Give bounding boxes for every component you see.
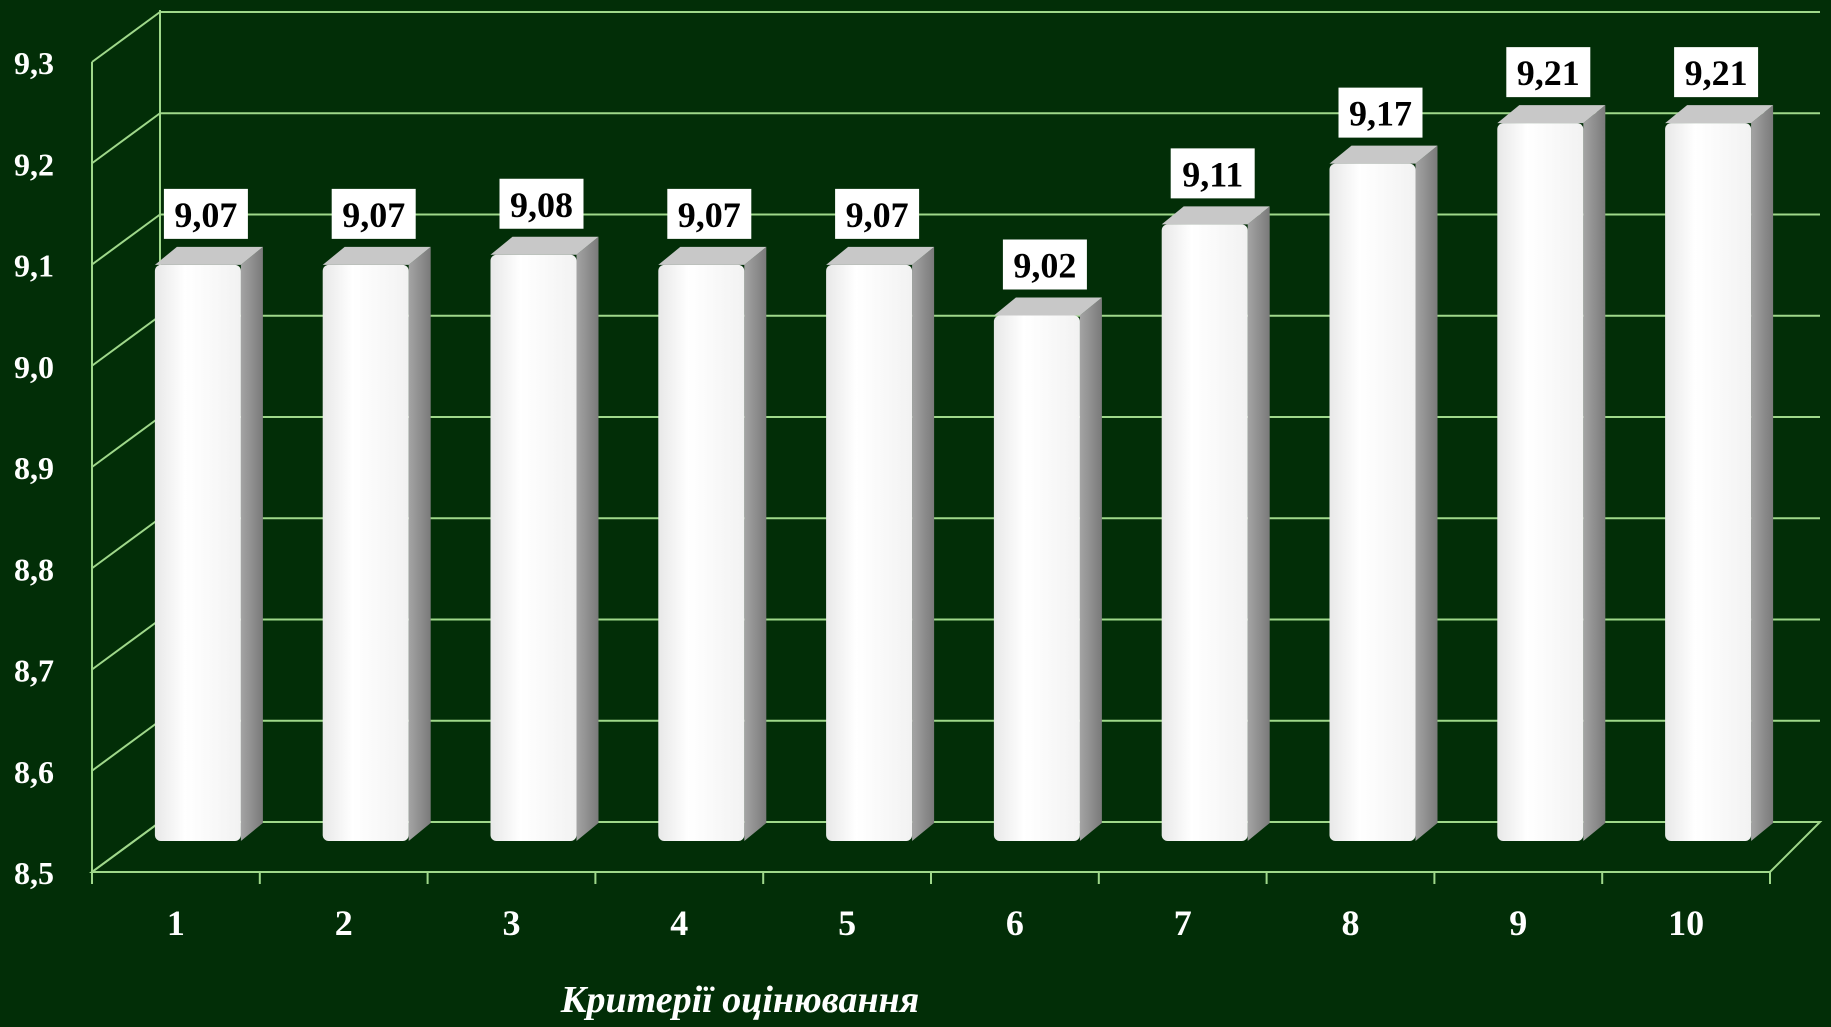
bar-side [1079,297,1102,841]
data-label-box [667,188,752,239]
data-label: 9,07 [846,195,909,235]
bar [490,236,599,841]
bar [1497,105,1606,841]
bar [154,246,263,841]
bar-top [1161,206,1270,225]
bar-side [576,236,599,841]
bar-top [154,246,263,265]
side-wall-line [91,821,161,873]
y-tick-label: 9,2 [14,146,54,182]
bar [993,297,1102,841]
x-tick-label: 2 [335,903,353,943]
y-tick-label: 9,1 [14,248,54,284]
data-label: 9,08 [510,185,573,225]
data-label: 9,21 [1517,53,1580,93]
y-tick-label: 8,8 [14,551,54,587]
bar [1329,145,1438,841]
data-label-box [331,188,416,239]
y-tick-label: 9,0 [14,349,54,385]
bar-front [154,264,241,841]
bar [322,246,431,841]
bar-top [826,246,935,265]
bar-top [1665,105,1774,124]
side-wall-line [91,11,161,63]
y-tick-label: 9,3 [14,45,54,81]
bar-front [1329,163,1416,841]
bar-top [322,246,431,265]
bar-front [322,264,409,841]
bar-front [658,264,745,841]
data-label: 9,07 [342,195,405,235]
bars-layer [154,105,1774,841]
data-label-box [163,188,248,239]
bar-top [1329,145,1438,164]
data-label: 9,17 [1349,94,1412,134]
data-label-box [1338,87,1423,138]
x-tick-label: 4 [670,903,688,943]
bar-front [1497,123,1584,841]
bar-front [993,315,1080,841]
side-wall-line [91,719,161,772]
side-wall-line [91,213,161,266]
side-wall-line [91,314,161,367]
x-tick-label: 7 [1174,903,1192,943]
y-tick-label: 8,5 [14,855,54,891]
data-label: 9,21 [1685,53,1748,93]
bar-top [993,297,1102,316]
data-label-box [1002,239,1087,290]
bar-side [744,246,767,841]
side-wall-line [91,112,161,165]
bar-top [658,246,767,265]
x-tick-label: 5 [838,903,856,943]
data-label: 9,11 [1182,154,1243,194]
bar [1665,105,1774,841]
data-label-box [1674,47,1759,98]
x-axis-title: Критерії оцінювання [560,979,919,1021]
bar-front [490,254,577,841]
y-tick-label: 8,7 [14,653,54,689]
bar-side [1415,145,1438,841]
side-wall-line [91,517,161,570]
x-tick-label: 10 [1668,903,1704,943]
bar-side [912,246,935,841]
bar [1161,206,1270,841]
x-tick-label: 6 [1006,903,1024,943]
x-tick-label: 9 [1509,903,1527,943]
data-label: 9,02 [1013,246,1076,286]
bar-side [1751,105,1774,841]
y-tick-label: 8,9 [14,450,54,486]
bar-top [1497,105,1606,124]
side-wall-line [91,416,161,468]
bar [826,246,935,841]
labels-layer: 8,5 8,6 8,7 8,8 8,9 9,0 9,1 9,2 9,3 9,07 1 9,07 2 9,0… [14,45,1759,943]
x-tick-label: 3 [503,903,521,943]
data-label: 9,07 [174,195,237,235]
y-tick-label: 8,6 [14,754,54,790]
bar-front [826,264,913,841]
bar-side [240,246,263,841]
bar-front [1665,123,1752,841]
data-label-box [1170,148,1255,199]
bar-side [408,246,431,841]
x-tick-label: 1 [167,903,185,943]
data-label-box [835,188,920,239]
bar-side [1583,105,1606,841]
x-tick-label: 8 [1342,903,1360,943]
bar-front [1161,224,1248,841]
bar-top [490,236,599,255]
data-label-box [1506,47,1591,98]
data-label-box [499,178,584,229]
side-wall-line [91,618,161,671]
bar-side [1247,206,1270,841]
bar [658,246,767,841]
data-label: 9,07 [678,195,741,235]
